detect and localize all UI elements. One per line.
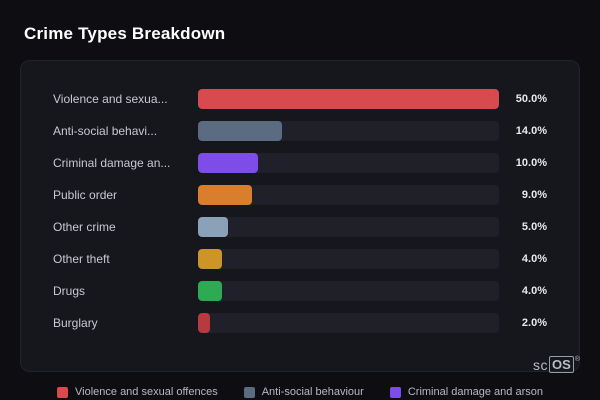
- chart-row: Other crime 5.0%: [53, 211, 547, 243]
- value-label: 2.0%: [521, 317, 547, 329]
- bar[interactable]: [198, 153, 259, 173]
- page-title: Crime Types Breakdown: [24, 24, 226, 43]
- value-label: 14.0%: [515, 125, 547, 137]
- bar-track: [198, 153, 499, 173]
- chart-row: Burglary 2.0%: [53, 307, 547, 339]
- bar-track: [198, 217, 499, 237]
- category-label: Burglary: [53, 316, 98, 330]
- category-label: Public order: [53, 188, 118, 202]
- bar[interactable]: [198, 281, 223, 301]
- registered-trademark-icon: ®: [574, 356, 580, 363]
- chart-row: Anti-social behavi... 14.0%: [53, 115, 547, 147]
- legend-item[interactable]: Violence and sexual offences: [57, 386, 218, 398]
- legend-swatch-icon: [243, 386, 255, 398]
- value-label: 9.0%: [521, 189, 547, 201]
- legend-label: Anti-social behaviour: [261, 386, 364, 398]
- chart-row: Public order 9.0%: [53, 179, 547, 211]
- value-label: 5.0%: [521, 221, 547, 233]
- brand-os-text: OS: [549, 356, 574, 373]
- chart-row: Other theft 4.0%: [53, 243, 547, 275]
- bar[interactable]: [198, 249, 223, 269]
- bar-track: [198, 121, 499, 141]
- bar[interactable]: [198, 217, 229, 237]
- legend-label: Violence and sexual offences: [75, 386, 218, 398]
- chart-rows: Violence and sexua... 50.0% Anti-social …: [53, 83, 547, 339]
- legend-swatch-icon: [389, 386, 401, 398]
- chart-row: Violence and sexua... 50.0%: [53, 83, 547, 115]
- bar[interactable]: [198, 313, 211, 333]
- legend-label: Criminal damage and arson: [407, 386, 543, 398]
- category-label: Other crime: [53, 220, 116, 234]
- value-label: 10.0%: [515, 157, 547, 169]
- bar-track: [198, 281, 499, 301]
- legend-item[interactable]: Anti-social behaviour: [243, 386, 364, 398]
- legend-swatch-icon: [57, 386, 69, 398]
- bar-track: [198, 89, 499, 109]
- scos-logo: sc OS ®: [533, 356, 580, 373]
- bar-track: [198, 249, 499, 269]
- chart-row: Criminal damage an... 10.0%: [53, 147, 547, 179]
- bar-track: [198, 313, 499, 333]
- category-label: Violence and sexua...: [53, 92, 168, 106]
- category-label: Drugs: [53, 284, 86, 298]
- value-label: 50.0%: [515, 93, 547, 105]
- bar[interactable]: [198, 89, 499, 109]
- bar[interactable]: [198, 185, 253, 205]
- value-label: 4.0%: [521, 253, 547, 265]
- legend: Violence and sexual offences Anti-social…: [57, 386, 543, 398]
- crime-types-chart-card: Violence and sexua... 50.0% Anti-social …: [20, 60, 580, 372]
- bar[interactable]: [198, 121, 283, 141]
- category-label: Criminal damage an...: [53, 156, 171, 170]
- value-label: 4.0%: [521, 285, 547, 297]
- legend-item[interactable]: Criminal damage and arson: [389, 386, 543, 398]
- category-label: Anti-social behavi...: [53, 124, 158, 138]
- brand-sc-text: sc: [533, 357, 549, 373]
- category-label: Other theft: [53, 252, 110, 266]
- chart-row: Drugs 4.0%: [53, 275, 547, 307]
- bar-track: [198, 185, 499, 205]
